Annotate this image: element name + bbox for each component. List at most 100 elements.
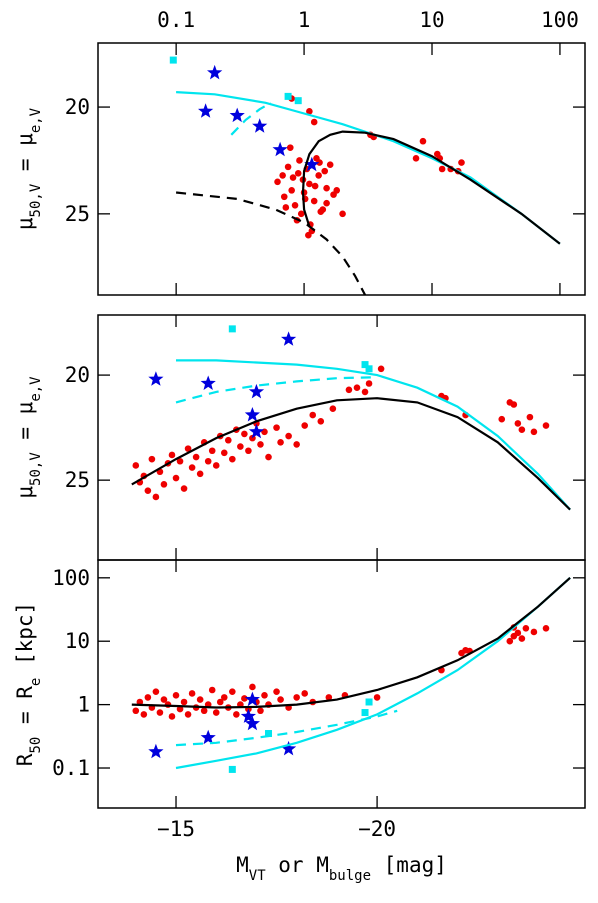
- point: [220, 449, 228, 457]
- y-axis-label-part: e: [28, 678, 44, 686]
- point: [518, 426, 526, 434]
- curve: [301, 130, 561, 245]
- curve: [175, 709, 398, 747]
- point: [233, 711, 240, 718]
- y-axis-label-part: = μ: [13, 133, 37, 184]
- star: [272, 141, 288, 157]
- y-axis-label: μ50,V = μe,V: [13, 376, 44, 499]
- star: [207, 64, 223, 80]
- point: [288, 187, 295, 194]
- x-tick-label: 10: [419, 8, 444, 32]
- point: [241, 695, 248, 702]
- point: [160, 696, 168, 703]
- plot-area: [131, 325, 571, 511]
- point: [277, 696, 284, 703]
- point: [293, 441, 300, 448]
- point: [196, 470, 204, 478]
- star: [200, 729, 216, 745]
- y-axis-label-part: μ: [13, 217, 37, 230]
- point: [160, 481, 168, 488]
- point: [326, 161, 334, 169]
- star: [252, 118, 268, 133]
- point: [438, 165, 446, 173]
- point: [280, 193, 288, 201]
- y-axis-label: R50 = Re [kpc]: [13, 602, 44, 766]
- point: [317, 418, 325, 425]
- star: [244, 691, 260, 707]
- point: [172, 692, 180, 699]
- star: [248, 423, 265, 439]
- y-axis-label-part: μ: [13, 486, 37, 499]
- y-axis-label-part: [kpc]: [13, 602, 37, 678]
- square: [294, 97, 302, 105]
- point: [311, 182, 319, 190]
- x-axis-label-part: M: [236, 853, 249, 877]
- y-axis-label-part: e,V: [28, 376, 44, 402]
- point: [309, 411, 317, 419]
- point: [365, 380, 373, 387]
- point: [412, 155, 420, 162]
- point: [510, 401, 518, 408]
- point: [229, 455, 236, 463]
- point: [315, 172, 322, 179]
- point: [285, 432, 292, 440]
- point: [257, 441, 264, 448]
- point: [148, 455, 156, 463]
- x-axis-label-part: or M: [266, 853, 329, 877]
- point: [323, 199, 330, 207]
- point: [419, 137, 427, 145]
- point: [526, 413, 534, 421]
- curve: [175, 576, 571, 770]
- point: [498, 415, 506, 423]
- point: [306, 180, 313, 188]
- star: [198, 103, 214, 118]
- y-axis-label: μ50,V = μe,V: [13, 107, 44, 230]
- point: [294, 169, 302, 177]
- x-tick-label: 1: [298, 8, 311, 32]
- point: [291, 202, 299, 209]
- square: [284, 92, 292, 100]
- point: [274, 178, 281, 186]
- star: [248, 383, 265, 399]
- plot-frame: [97, 42, 586, 296]
- point: [136, 698, 144, 706]
- point: [286, 144, 294, 151]
- y-axis-label-part: R: [13, 753, 37, 766]
- y-axis-label-part: e,V: [28, 107, 44, 133]
- star: [229, 107, 245, 123]
- point: [241, 430, 248, 438]
- x-tick-label: 100: [541, 8, 579, 32]
- y-tick-label: 25: [65, 468, 90, 492]
- square: [365, 365, 373, 373]
- point: [530, 428, 538, 436]
- point: [212, 709, 220, 716]
- point: [237, 443, 244, 450]
- point: [518, 635, 526, 642]
- point: [282, 204, 290, 211]
- point: [296, 157, 303, 164]
- point: [305, 231, 312, 239]
- square: [365, 698, 373, 706]
- point: [208, 686, 216, 694]
- point: [323, 184, 330, 192]
- point: [279, 172, 286, 179]
- point: [273, 688, 280, 695]
- point: [301, 690, 309, 697]
- point: [514, 629, 522, 637]
- point: [329, 405, 337, 413]
- point: [184, 445, 192, 452]
- square: [361, 709, 369, 717]
- point: [180, 698, 188, 706]
- point: [265, 453, 272, 461]
- square: [361, 361, 369, 369]
- star: [148, 371, 164, 386]
- point: [245, 447, 252, 455]
- x-axis-label-part: bulge: [329, 868, 371, 884]
- point: [188, 464, 196, 471]
- y-tick-label: 20: [65, 363, 90, 387]
- plot-frame: [97, 559, 586, 809]
- point: [333, 187, 341, 194]
- point: [144, 694, 152, 701]
- point: [310, 118, 318, 126]
- square: [169, 56, 177, 64]
